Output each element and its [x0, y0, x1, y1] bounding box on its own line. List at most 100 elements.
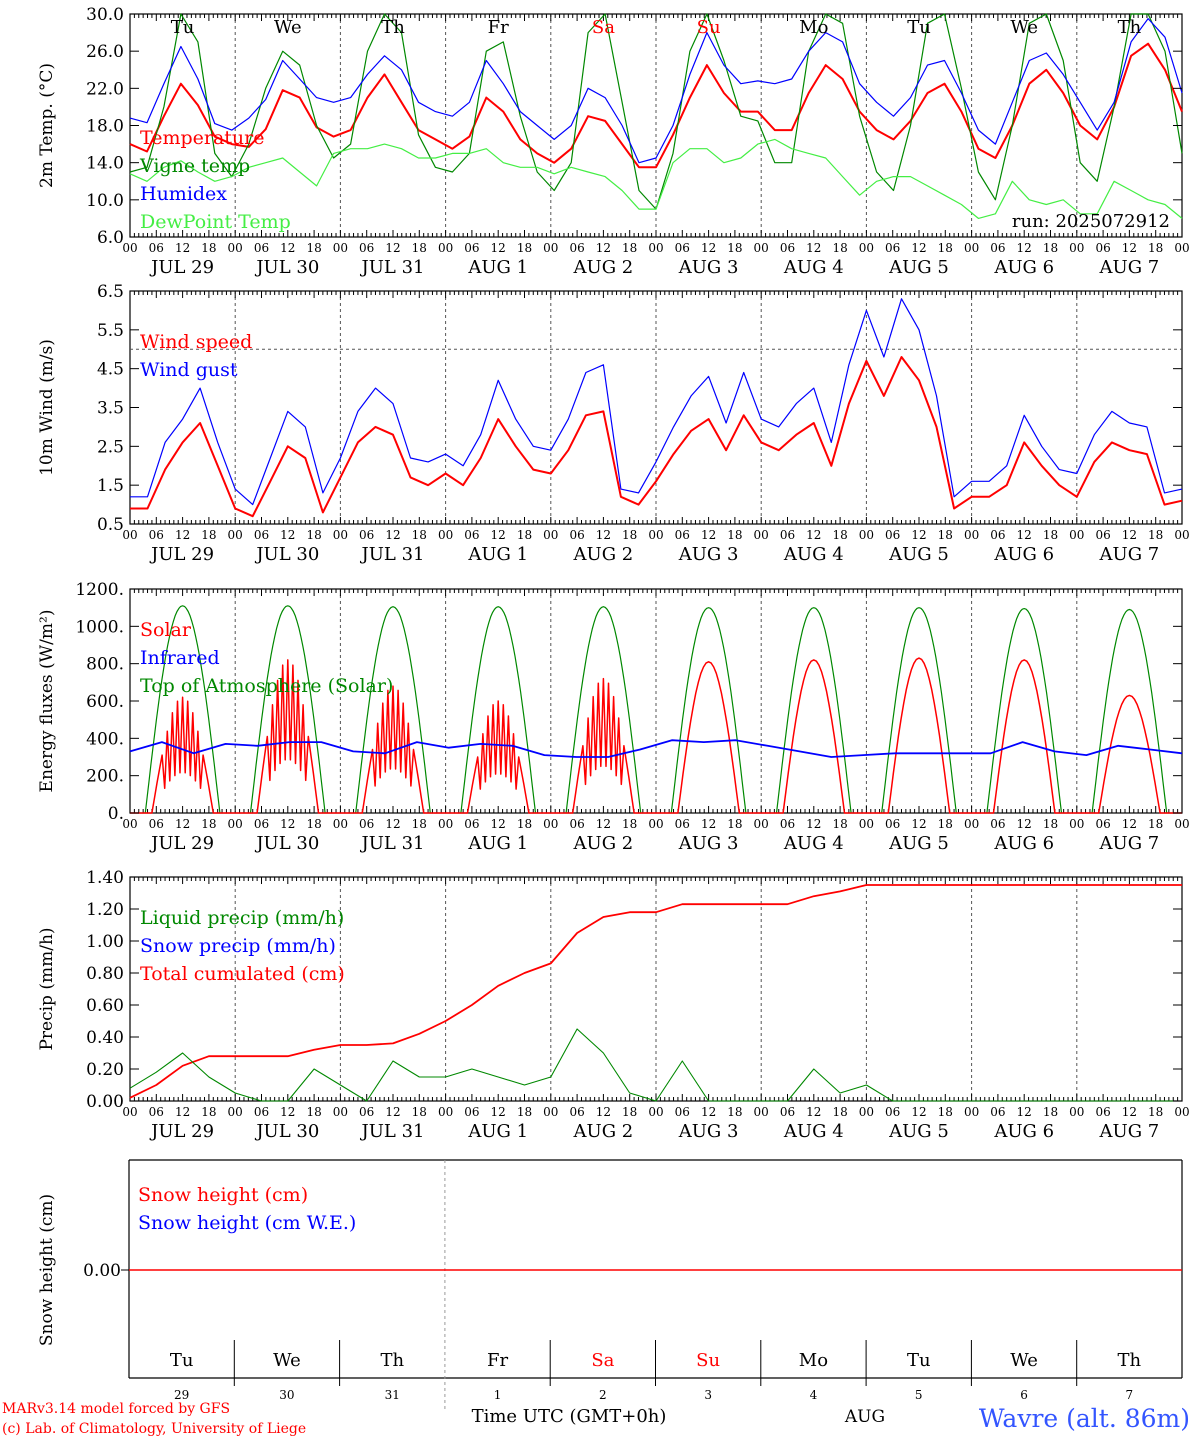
hour-tick-label: 18 — [727, 528, 742, 542]
hour-tick-label: 06 — [359, 817, 374, 831]
hour-tick-label: 00 — [438, 1105, 453, 1119]
hour-tick-label: 12 — [175, 1105, 190, 1119]
hour-tick-label: 06 — [1095, 241, 1110, 255]
hour-tick-label: 06 — [149, 241, 164, 255]
date-label: AUG 1 — [467, 1121, 528, 1142]
legend-entry: Snow height (cm W.E.) — [138, 1212, 356, 1234]
hour-tick-label: 06 — [359, 241, 374, 255]
y-tick-label: 1.20 — [86, 900, 124, 920]
legend-entry: Wind speed — [140, 331, 252, 353]
hour-tick-label: 06 — [990, 817, 1005, 831]
hour-tick-label: 18 — [201, 528, 216, 542]
hour-tick-label: 06 — [149, 528, 164, 542]
hour-tick-label: 00 — [859, 528, 874, 542]
y-tick-label: 6.0 — [97, 228, 124, 248]
hour-tick-label: 00 — [122, 1105, 137, 1119]
hour-tick-label: 06 — [1095, 1105, 1110, 1119]
hour-tick-label: 12 — [280, 528, 295, 542]
date-label: JUL 30 — [254, 544, 319, 565]
hour-tick-label: 00 — [648, 528, 663, 542]
date-label: AUG 1 — [467, 544, 528, 565]
date-label: AUG 7 — [1099, 544, 1160, 565]
hour-tick-label: 12 — [385, 817, 400, 831]
hour-tick-label: 12 — [911, 528, 926, 542]
date-label: AUG 6 — [993, 833, 1054, 854]
legend-entry: Humidex — [140, 183, 227, 205]
hour-tick-label: 06 — [464, 1105, 479, 1119]
hour-tick-label: 12 — [596, 817, 611, 831]
hour-tick-label: 06 — [675, 241, 690, 255]
hour-tick-label: 12 — [911, 817, 926, 831]
weekday-label: Su — [697, 17, 721, 38]
hour-tick-label: 18 — [727, 241, 742, 255]
hour-tick-label: 12 — [911, 1105, 926, 1119]
hour-tick-label: 12 — [385, 528, 400, 542]
series-line-temperature — [129, 42, 1183, 169]
hour-tick-label: 00 — [754, 817, 769, 831]
date-label: AUG 4 — [783, 1121, 844, 1142]
hour-tick-label: 06 — [569, 528, 584, 542]
hour-tick-label: 12 — [596, 528, 611, 542]
temperature-panel: 00 06 12 18 00 06 12 18 00 06 12 18 00 06 12 18 00 06 12 18… — [37, 5, 1190, 278]
date-label: JUL 29 — [149, 833, 214, 854]
hour-tick-label: 18 — [412, 528, 427, 542]
hour-tick-label: 00 — [543, 528, 558, 542]
y-tick-label: 0.60 — [86, 996, 124, 1016]
hour-tick-label: 00 — [964, 241, 979, 255]
hour-tick-label: 06 — [780, 1105, 795, 1119]
hour-tick-label: 00 — [1069, 528, 1084, 542]
hour-tick-label: 00 — [122, 241, 137, 255]
hour-tick-label: 00 — [964, 528, 979, 542]
date-label: AUG 6 — [993, 1121, 1054, 1142]
day-number: 2 — [599, 1388, 607, 1402]
date-label: AUG 1 — [467, 257, 528, 278]
hour-tick-label: 00 — [1174, 528, 1189, 542]
hour-tick-label: 18 — [306, 817, 321, 831]
y-tick-label: 22.0 — [86, 79, 124, 99]
hour-tick-label: 18 — [832, 817, 847, 831]
solar-line — [656, 661, 762, 814]
y-axis-label: Precip (mm/h) — [37, 927, 57, 1050]
hour-tick-label: 06 — [254, 528, 269, 542]
date-label: AUG 7 — [1099, 833, 1160, 854]
hour-tick-label: 00 — [543, 817, 558, 831]
date-label: AUG 5 — [888, 257, 949, 278]
hour-tick-label: 18 — [1043, 241, 1058, 255]
solar-line — [445, 700, 551, 814]
hour-tick-label: 12 — [175, 528, 190, 542]
infrared-line — [129, 739, 1183, 758]
hour-tick-label: 12 — [491, 528, 506, 542]
y-axis-label: 10m Wind (m/s) — [37, 339, 57, 476]
y-tick-label: 14.0 — [86, 154, 124, 174]
hour-tick-label: 18 — [306, 528, 321, 542]
hour-tick-label: 12 — [175, 817, 190, 831]
hour-tick-label: 12 — [701, 241, 716, 255]
energy-panel: 00 06 12 18 00 06 12 18 00 06 12 18 00 06 12 18 00 06 12 18… — [37, 580, 1190, 854]
hour-tick-label: 18 — [412, 1105, 427, 1119]
hour-tick-label: 00 — [333, 241, 348, 255]
y-tick-label: 2.5 — [97, 437, 124, 457]
date-label: JUL 29 — [149, 1121, 214, 1142]
run-label: run: 2025072912 — [1012, 211, 1170, 232]
hour-tick-label: 00 — [859, 241, 874, 255]
date-label: JUL 30 — [254, 257, 319, 278]
toa-solar-line — [565, 606, 642, 814]
legend-entry: DewPoint Temp — [140, 211, 291, 233]
y-tick-label: 4.5 — [97, 360, 124, 380]
hour-tick-label: 00 — [228, 528, 243, 542]
toa-solar-line — [355, 606, 431, 814]
date-label: AUG 3 — [678, 257, 739, 278]
y-tick-label: 26.0 — [86, 42, 124, 62]
hour-tick-label: 12 — [1122, 1105, 1137, 1119]
hour-tick-label: 18 — [938, 528, 953, 542]
weekday-label: Th — [380, 1350, 404, 1371]
y-tick-label: 600. — [86, 692, 124, 712]
weekday-label: Sa — [591, 1350, 614, 1371]
hour-tick-label: 18 — [1148, 241, 1163, 255]
weekday-label: Fr — [488, 17, 509, 38]
hour-tick-label: 00 — [754, 241, 769, 255]
y-tick-label: 1.00 — [86, 932, 124, 952]
date-label: AUG 3 — [678, 833, 739, 854]
legend-entry: Liquid precip (mm/h) — [140, 907, 344, 929]
hour-tick-label: 12 — [806, 241, 821, 255]
